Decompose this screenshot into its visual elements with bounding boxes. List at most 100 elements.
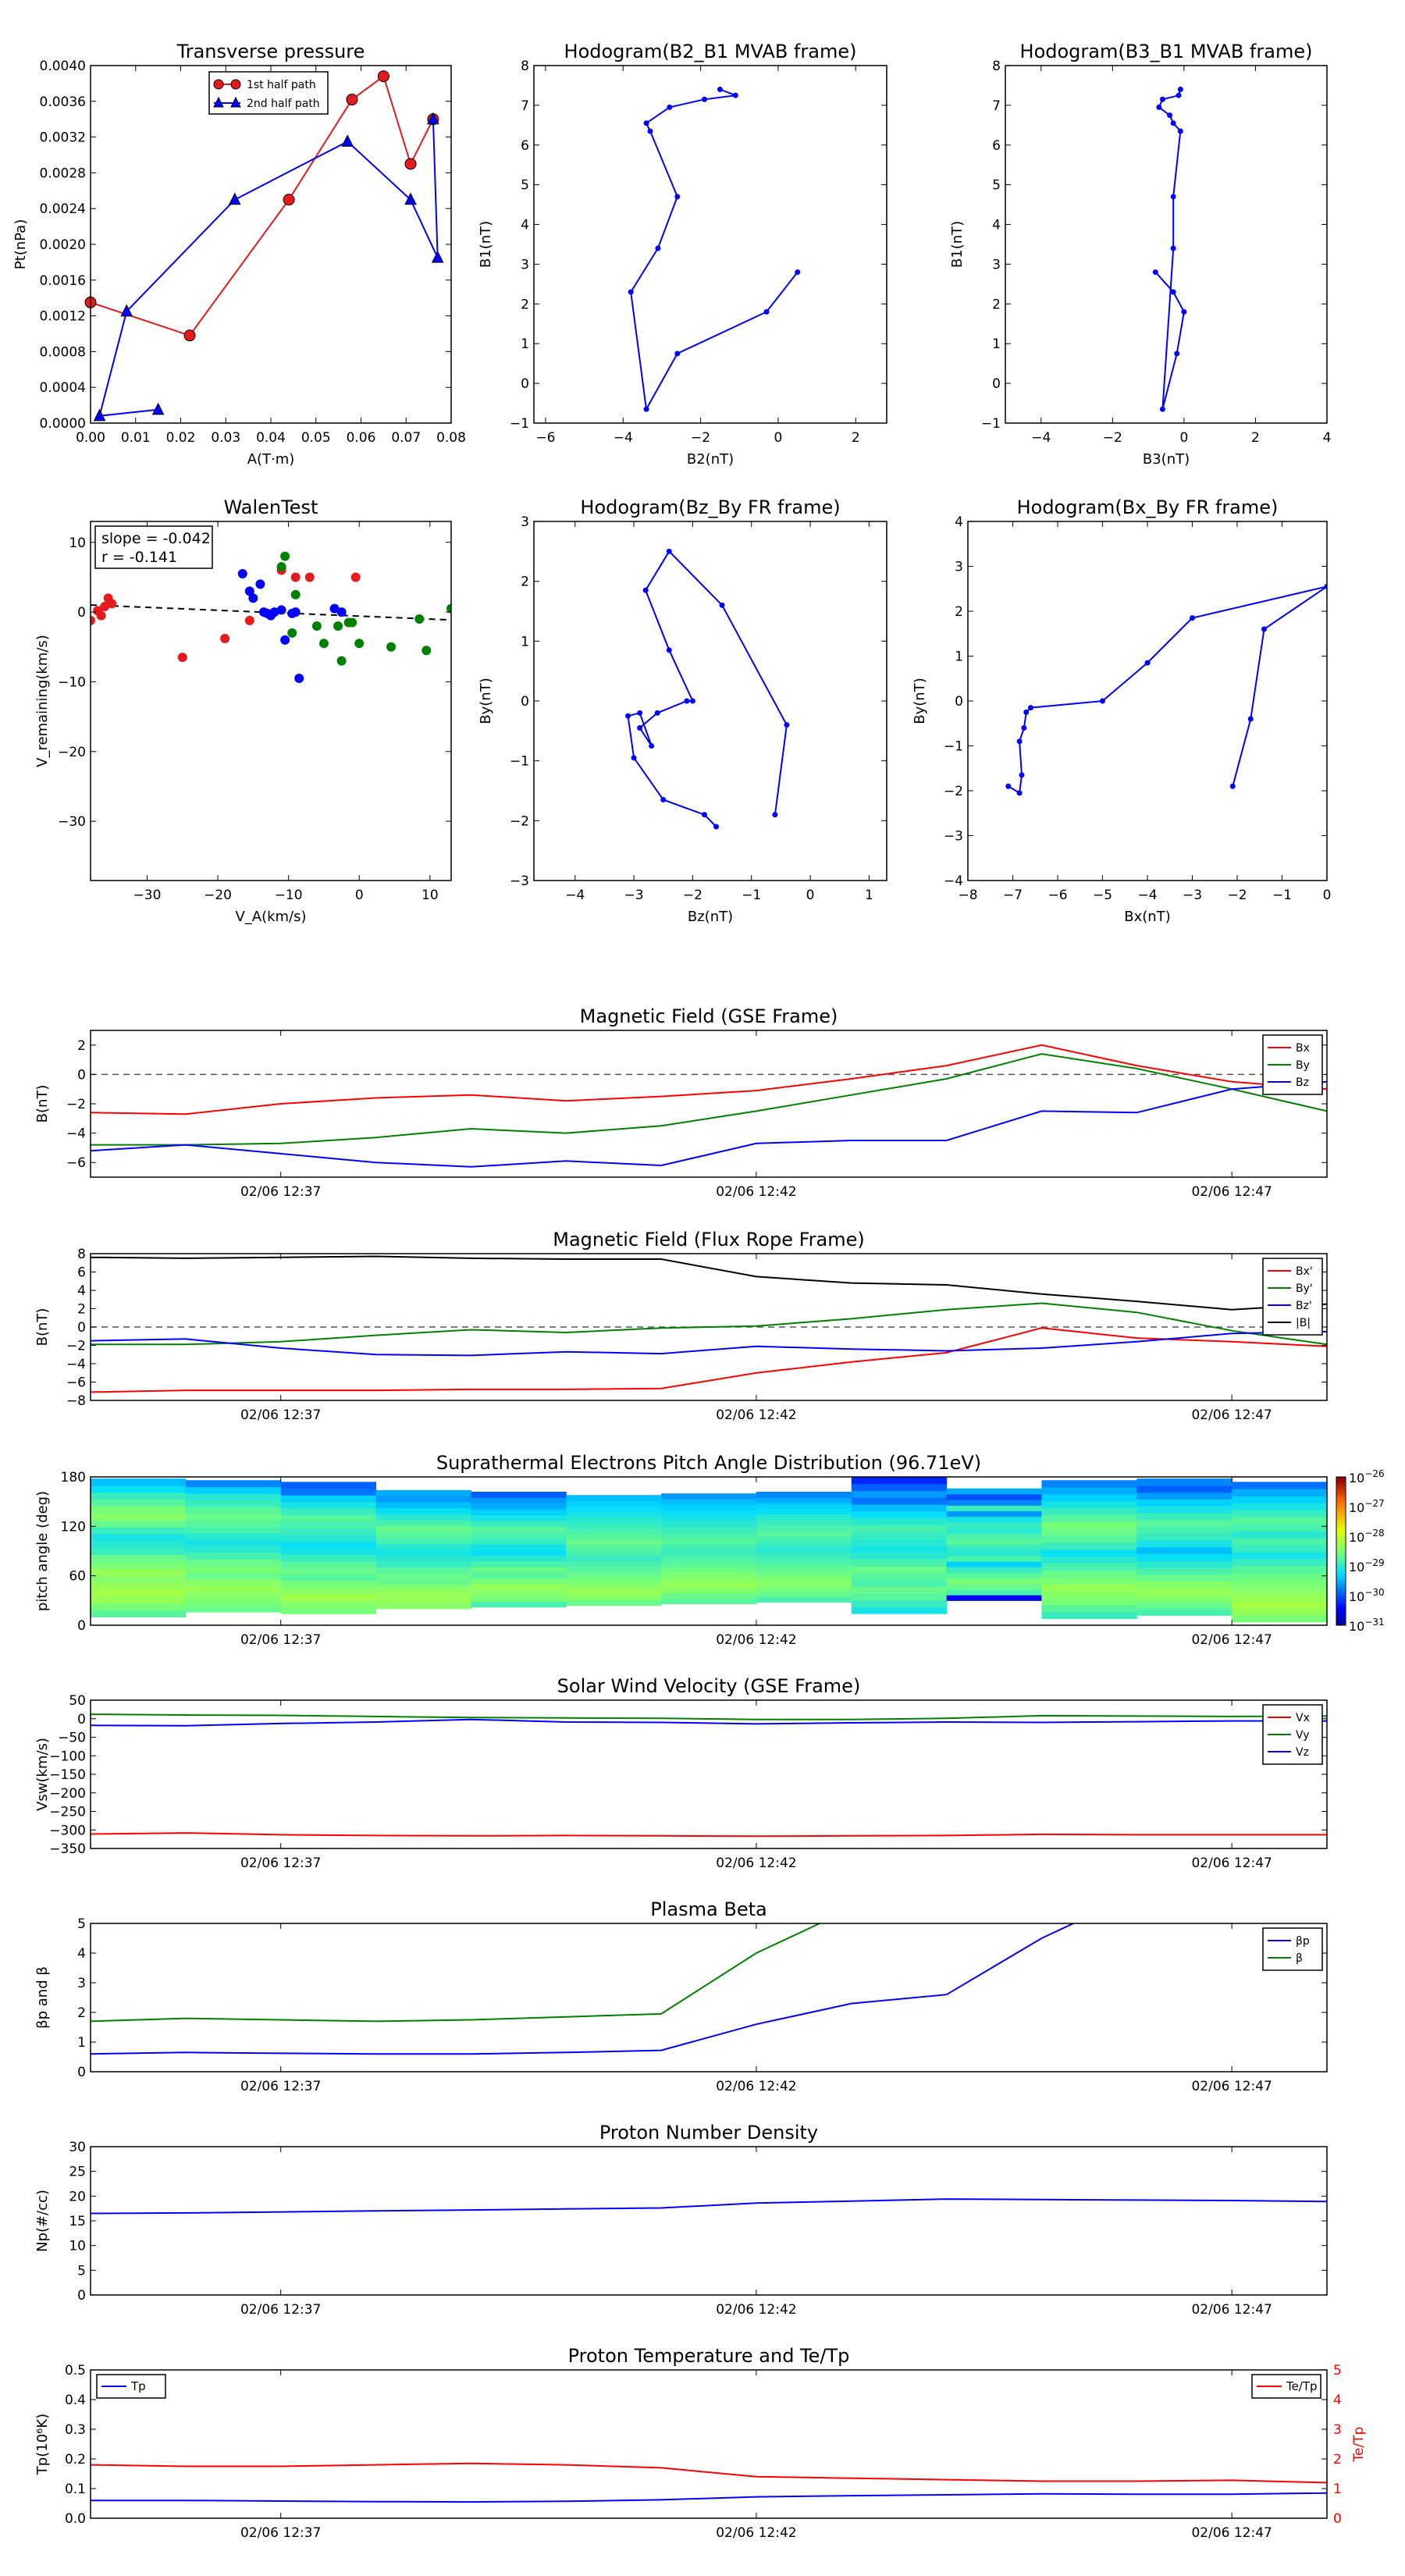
chart-title: Solar Wind Velocity (GSE Frame)	[557, 1675, 861, 1697]
legend: βp β	[1262, 1927, 1323, 1971]
y-tick-label: 4	[992, 218, 1001, 233]
y-tick-label: 0	[77, 1320, 86, 1336]
data-point	[1170, 289, 1176, 295]
x-axis-label: Bz(nT)	[688, 909, 733, 925]
colorbar-segment	[1336, 1528, 1346, 1532]
y-tick-label: 3	[992, 257, 1001, 272]
y-tick-label-right: 5	[1333, 2363, 1342, 2379]
plot-area	[91, 75, 439, 417]
x-tick-label: 02/06 12:42	[716, 2079, 796, 2094]
heatmap-cell	[566, 1599, 662, 1606]
colorbar-segment	[1336, 1563, 1346, 1567]
heatmap-cell	[375, 1514, 471, 1521]
chart-mag-field-fr: Magnetic Field (Flux Rope Frame) 02/06 12…	[34, 1229, 1328, 1423]
y-tick-label: 120	[61, 1519, 86, 1535]
colorbar-segment	[1336, 1585, 1346, 1589]
series-line-1	[91, 1053, 1327, 1146]
heatmap-cell	[851, 1497, 948, 1505]
colorbar-segment	[1336, 1518, 1346, 1522]
x-tick-label: −4	[1031, 430, 1051, 446]
heatmap-cell	[756, 1596, 852, 1603]
y-tick-label: 0.0040	[40, 59, 86, 74]
chart-hodogram-b2-b1: Hodogram(B2_B1 MVAB frame) −6 −4 −2 0 2 −1 0 1 2 3…	[478, 41, 887, 468]
scatter-point	[422, 646, 432, 656]
heatmap-cell	[756, 1552, 852, 1559]
y-tick-label: −30	[58, 814, 86, 830]
heatmap-cell	[946, 1561, 1042, 1567]
data-point	[666, 647, 672, 653]
colorbar-exponent: −28	[1364, 1528, 1384, 1539]
x-tick-label: 02/06 12:37	[240, 2525, 321, 2541]
y-tick-label: 0.4	[65, 2393, 86, 2408]
heatmap-cell	[280, 1600, 377, 1608]
heatmap-cell	[946, 1550, 1042, 1557]
colorbar-segment	[1336, 1573, 1346, 1577]
y-axis-label: By(nT)	[478, 678, 494, 724]
y-axis-label: pitch angle (deg)	[34, 1491, 51, 1611]
heatmap-cell	[375, 1543, 471, 1550]
annotation-slope: slope = -0.042	[101, 530, 211, 547]
data-point	[1174, 350, 1180, 357]
heatmap-cell	[566, 1517, 662, 1524]
scatter-point	[333, 621, 343, 631]
heatmap-cell	[661, 1510, 757, 1516]
y-tick-label: 0	[521, 694, 529, 710]
colorbar-segment	[1336, 1556, 1346, 1559]
data-point	[732, 92, 738, 98]
y-tick-label: 0.0020	[40, 237, 86, 253]
heatmap-cell	[1041, 1487, 1137, 1495]
colorbar-segment	[1336, 1494, 1346, 1497]
data-point	[674, 350, 681, 357]
x-tick-label: 0	[1179, 430, 1188, 446]
y-tick-label: 2	[521, 297, 529, 312]
data-point	[1261, 626, 1267, 632]
colorbar-segment	[1336, 1516, 1346, 1520]
x-tick-label: 02/06 12:42	[716, 2302, 796, 2318]
colorbar-segment	[1336, 1617, 1346, 1621]
heatmap-cell	[1041, 1556, 1137, 1564]
chart-hodogram-bz-by: Hodogram(Bz_By FR frame) −4 −3 −2 −1 0 1 −3 −2 −1…	[478, 496, 887, 925]
x-tick-label: 0	[806, 888, 815, 903]
data-point	[1170, 194, 1176, 200]
colorbar-tick-label: 10−27	[1349, 1498, 1385, 1515]
x-tick-label: 0.04	[256, 430, 286, 446]
series-line-3	[91, 1255, 1327, 1311]
y-tick-label: −20	[58, 745, 86, 760]
y-tick-label: 4	[77, 1283, 86, 1299]
heatmap-cell	[91, 1499, 187, 1507]
legend-box	[208, 71, 329, 115]
heatmap-cell	[1041, 1535, 1137, 1543]
colorbar-exponent: −27	[1364, 1498, 1384, 1509]
y-tick-label: 7	[992, 98, 1001, 114]
axes-frame	[90, 2146, 1328, 2296]
y-tick-label: 0	[77, 2065, 86, 2080]
data-point	[667, 104, 673, 110]
heatmap-cell	[1232, 1510, 1327, 1517]
scatter-point	[220, 634, 230, 644]
heatmap-cell	[566, 1578, 662, 1584]
colorbar-segment	[1336, 1590, 1346, 1594]
scatter-point	[290, 589, 301, 600]
x-tick-label: −2	[1103, 430, 1122, 446]
heatmap-cell	[756, 1508, 852, 1514]
heatmap-cell	[91, 1506, 187, 1514]
heatmap-cell	[471, 1560, 567, 1567]
data-point	[649, 743, 655, 749]
x-axis-label: Bx(nT)	[1124, 909, 1170, 925]
heatmap-cell	[1041, 1549, 1137, 1557]
series-line-1	[91, 1713, 1327, 1720]
heatmap-cell	[280, 1593, 377, 1601]
x-tick-label: 02/06 12:47	[1191, 1407, 1272, 1423]
heatmap-cell	[375, 1578, 471, 1585]
y-tick-label: −3	[510, 873, 529, 889]
heatmap-cell	[91, 1478, 187, 1486]
scatter-point	[290, 607, 301, 617]
y-tick-label: 0	[992, 376, 1001, 392]
heatmap-cell	[946, 1583, 1042, 1590]
y-tick-label: −100	[49, 1749, 86, 1764]
heatmap-cell	[851, 1504, 948, 1512]
heatmap-cell	[471, 1532, 567, 1539]
colorbar-base: 10	[1349, 1500, 1364, 1515]
y-axis-label: Vsw(km/s)	[34, 1738, 51, 1811]
y-axis-label: Np(#/cc)	[34, 2190, 51, 2252]
